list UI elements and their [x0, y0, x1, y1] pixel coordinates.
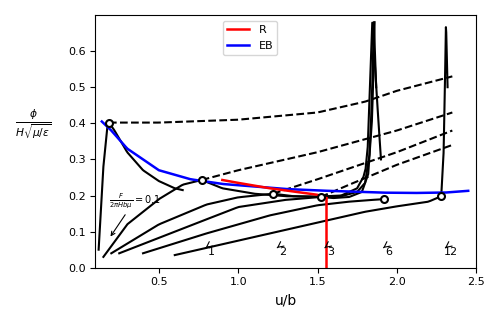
Y-axis label: $\frac{\phi}{H\sqrt{\mu/\epsilon}}$: $\frac{\phi}{H\sqrt{\mu/\epsilon}}$: [15, 108, 52, 141]
Text: 1: 1: [208, 247, 214, 257]
Text: $\frac{F}{2\pi H b\mu} = 0.1$: $\frac{F}{2\pi H b\mu} = 0.1$: [109, 191, 161, 235]
Text: 6: 6: [386, 247, 392, 257]
Text: 3: 3: [326, 247, 334, 257]
Text: 2: 2: [279, 247, 286, 257]
X-axis label: u/b: u/b: [274, 293, 297, 307]
Text: 12: 12: [444, 247, 458, 257]
Legend: R, EB: R, EB: [223, 21, 278, 55]
